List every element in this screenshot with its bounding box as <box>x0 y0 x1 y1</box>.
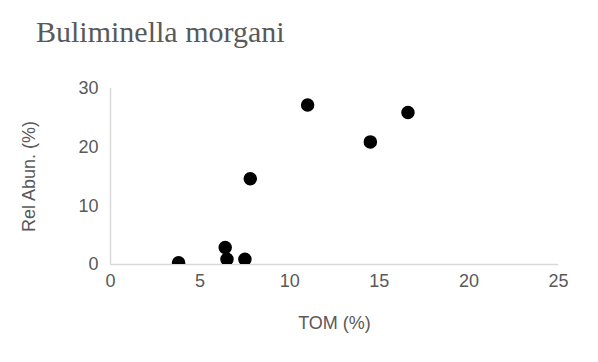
html-text:Buliminella morgani: Buliminella morgani <box>36 15 285 48</box>
svg-text:0: 0 <box>105 271 115 291</box>
svg-text:TOM (%): TOM (%) <box>298 313 371 333</box>
svg-text:30: 30 <box>78 78 98 98</box>
svg-text:10: 10 <box>78 196 98 216</box>
svg-text:20: 20 <box>78 137 98 157</box>
svg-text:0: 0 <box>88 254 98 274</box>
svg-text:10: 10 <box>280 271 300 291</box>
svg-text:5: 5 <box>195 271 205 291</box>
svg-text:20: 20 <box>459 271 479 291</box>
svg-text:15: 15 <box>369 271 389 291</box>
svg-text:25: 25 <box>548 271 568 291</box>
svg-text:Rel Abun. (%): Rel Abun. (%) <box>19 121 39 232</box>
